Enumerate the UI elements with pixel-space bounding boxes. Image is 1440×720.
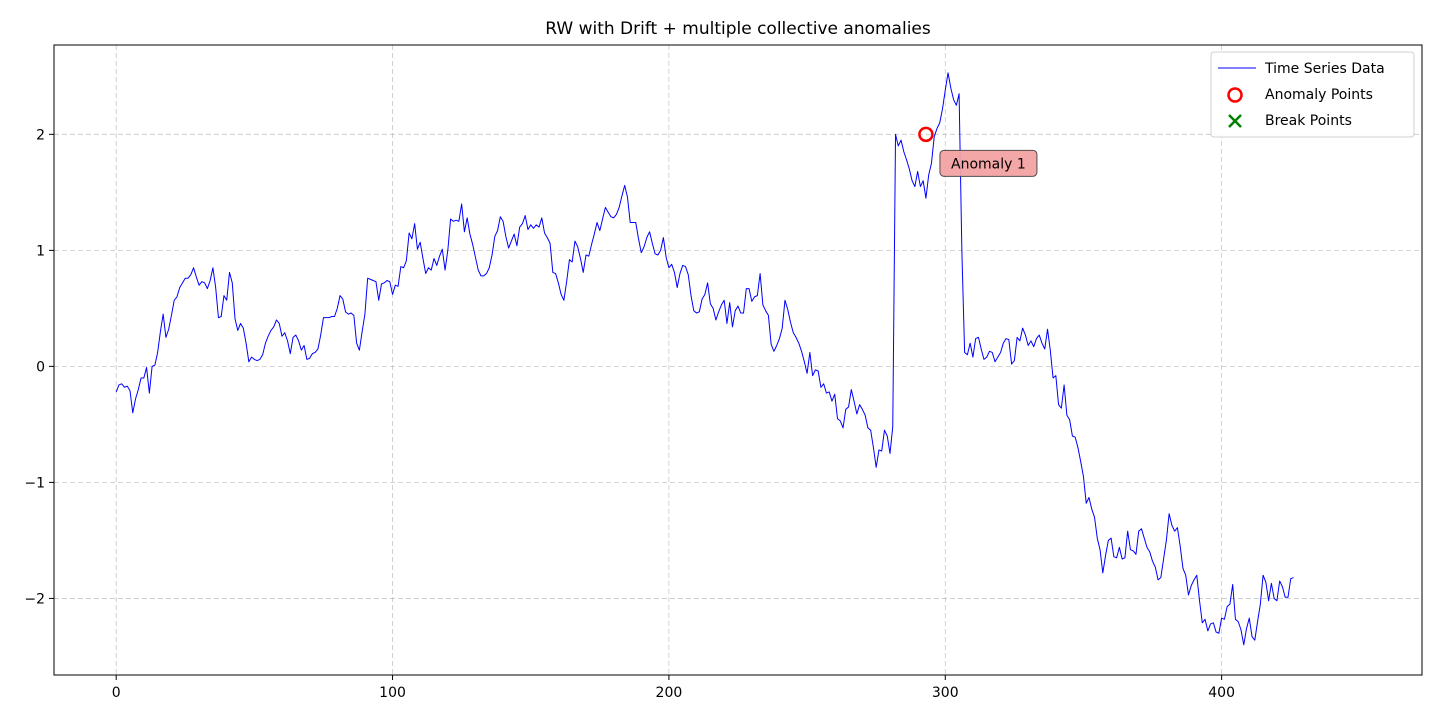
legend-label: Anomaly Points — [1265, 87, 1373, 103]
y-axis: −2 −1 0 1 2 — [24, 127, 54, 607]
y-tick-label: 2 — [36, 127, 45, 143]
plot-frame — [53, 44, 1423, 676]
y-tick-label: −2 — [24, 591, 45, 607]
y-tick-label: 1 — [36, 243, 45, 259]
legend-label: Time Series Data — [1264, 61, 1385, 77]
y-tick-label: 0 — [36, 359, 45, 375]
x-tick-label: 100 — [379, 685, 406, 701]
legend-break-swatch — [1228, 114, 1242, 128]
legend-anomaly-swatch — [1227, 87, 1243, 103]
plot-area — [54, 45, 1422, 675]
legend-label: Break Points — [1265, 113, 1352, 129]
x-tick-label: 400 — [1208, 685, 1235, 701]
chart-title: RW with Drift + multiple collective anom… — [545, 19, 931, 39]
legend: Time Series Data Anomaly Points Break Poin… — [1210, 51, 1415, 138]
legend-box — [1210, 51, 1415, 138]
anomaly-point-marker — [918, 126, 934, 143]
series-line — [115, 72, 1294, 646]
annotation-box — [939, 149, 1038, 177]
x-tick-label: 0 — [112, 685, 121, 701]
y-tick-label: −1 — [24, 475, 45, 491]
grid — [54, 45, 1422, 675]
series-layer — [115, 72, 1294, 646]
x-axis: 0 100 200 300 400 — [112, 675, 1235, 701]
x-tick-label: 200 — [656, 685, 683, 701]
x-tick-label: 300 — [932, 685, 959, 701]
annotation-label: Anomaly 1 — [951, 156, 1026, 172]
annotation-layer: Anomaly 1 — [939, 149, 1038, 177]
marker-layer — [918, 126, 934, 143]
